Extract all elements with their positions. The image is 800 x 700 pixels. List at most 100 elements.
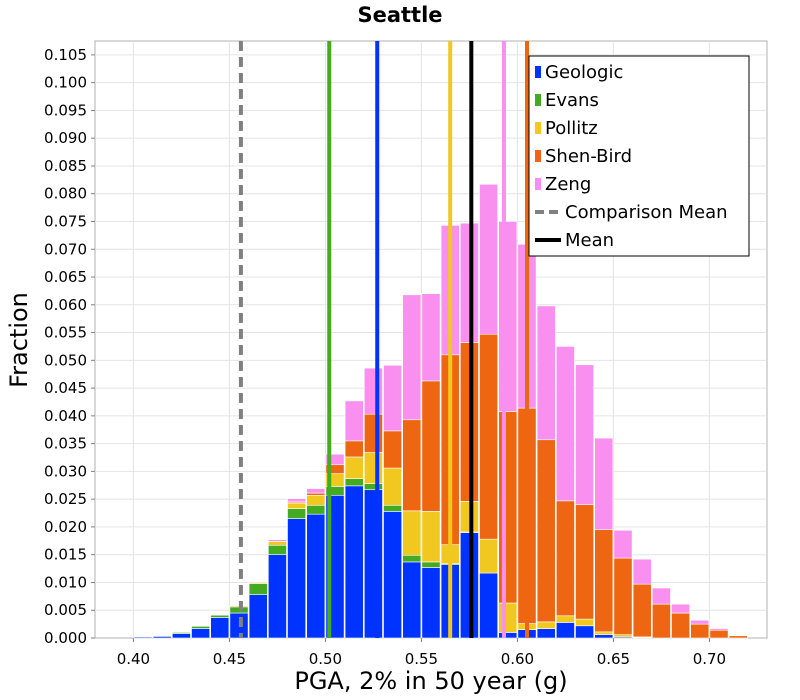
bar-geologic xyxy=(363,489,383,639)
y-axis-ticks: 0.000 0.005 0.010 0.015 0.020 0.025 0.030 0.035… xyxy=(44,46,95,647)
bar-zeng xyxy=(594,437,614,531)
bar-pollitz xyxy=(267,541,287,546)
legend-label-geologic: Geologic xyxy=(545,62,623,83)
bar-zeng xyxy=(632,558,652,585)
bar-shen-bird xyxy=(690,623,710,639)
bar-shen-bird xyxy=(479,333,499,540)
mean-lines xyxy=(238,41,529,638)
y-tick-label: 0.045 xyxy=(44,379,87,397)
bar-zeng xyxy=(690,619,710,625)
y-tick-label: 0.070 xyxy=(44,240,87,258)
y-tick-label: 0.095 xyxy=(44,101,87,119)
bar-zeng xyxy=(287,498,307,503)
y-tick-label: 0.065 xyxy=(44,268,87,286)
y-tick-label: 0.010 xyxy=(44,573,87,591)
bar-shen-bird xyxy=(671,612,691,639)
bar-shen-bird xyxy=(613,557,633,635)
bar-zeng xyxy=(555,346,575,502)
bar-pollitz xyxy=(344,456,364,479)
y-tick-label: 0.020 xyxy=(44,518,87,536)
bar-geologic xyxy=(383,511,403,639)
bar-evans xyxy=(344,478,364,487)
bar-zeng xyxy=(498,221,518,412)
bar-zeng xyxy=(325,453,345,466)
legend-label-comparison-mean: Comparison Mean xyxy=(565,202,728,223)
y-tick-label: 0.025 xyxy=(44,490,87,508)
bar-shen-bird xyxy=(575,504,595,620)
legend-label-zeng: Zeng xyxy=(545,174,591,195)
bar-evans xyxy=(152,635,172,637)
bar-geologic xyxy=(536,628,556,639)
bar-zeng xyxy=(402,294,422,421)
bar-shen-bird xyxy=(402,419,422,512)
x-tick-label: 0.65 xyxy=(597,650,630,668)
bar-shen-bird xyxy=(306,492,326,496)
bar-pollitz xyxy=(536,621,556,629)
y-tick-label: 0.055 xyxy=(44,324,87,342)
bar-shen-bird xyxy=(383,430,403,469)
y-tick-label: 0.000 xyxy=(44,629,87,647)
bar-pollitz xyxy=(287,502,307,509)
bar-evans xyxy=(363,483,383,491)
x-axis-title: PGA, 2% in 50 year (g) xyxy=(294,667,567,695)
bar-pollitz xyxy=(575,618,595,627)
bar-shen-bird xyxy=(709,629,729,639)
y-tick-label: 0.015 xyxy=(44,546,87,564)
bar-geologic xyxy=(575,625,595,639)
bar-geologic xyxy=(479,572,499,639)
bar-geologic xyxy=(344,485,364,639)
bar-pollitz xyxy=(383,467,403,506)
bar-evans xyxy=(210,614,230,618)
x-axis-ticks: 0.40 0.45 0.50 0.55 0.60 0.65 0.70 xyxy=(117,638,726,668)
bar-geologic xyxy=(191,628,211,639)
legend-swatch-shen-bird xyxy=(535,150,541,162)
legend-swatch-geologic xyxy=(535,66,541,78)
bar-shen-bird xyxy=(421,380,441,512)
legend: Geologic Evans Pollitz Shen-Bird Zeng Compari… xyxy=(528,55,750,257)
bar-geologic xyxy=(306,513,326,639)
bar-evans xyxy=(287,508,307,519)
y-tick-label: 0.005 xyxy=(44,601,87,619)
bar-pollitz xyxy=(555,615,575,623)
bar-evans xyxy=(421,561,441,568)
bar-evans xyxy=(383,504,403,512)
y-axis-title: Fraction xyxy=(5,292,33,388)
bar-shen-bird xyxy=(651,603,671,639)
bar-pollitz xyxy=(421,511,441,563)
bar-pollitz xyxy=(306,494,326,506)
bar-shen-bird xyxy=(728,635,748,639)
x-tick-label: 0.40 xyxy=(117,650,150,668)
bar-pollitz xyxy=(498,602,518,633)
bar-zeng xyxy=(575,364,595,506)
x-tick-label: 0.55 xyxy=(405,650,438,668)
bar-geologic xyxy=(594,634,614,639)
bar-evans xyxy=(133,636,153,638)
bar-zeng xyxy=(671,603,691,614)
y-tick-label: 0.060 xyxy=(44,296,87,314)
bar-geologic xyxy=(287,518,307,639)
bar-geologic xyxy=(498,632,518,639)
bar-zeng xyxy=(383,365,403,432)
bar-geologic xyxy=(402,561,422,639)
bar-zeng xyxy=(421,293,441,382)
legend-label-mean: Mean xyxy=(565,230,614,251)
legend-swatch-pollitz xyxy=(535,122,541,134)
bar-pollitz xyxy=(248,582,268,584)
bar-geologic xyxy=(172,633,191,639)
bar-zeng xyxy=(267,539,287,542)
bar-geologic xyxy=(421,567,441,639)
bar-geologic xyxy=(555,622,575,639)
bar-shen-bird xyxy=(344,440,364,458)
bar-zeng xyxy=(613,529,633,559)
bar-shen-bird xyxy=(632,583,652,638)
bar-evans xyxy=(248,583,268,595)
bar-evans xyxy=(267,544,287,555)
x-tick-label: 0.70 xyxy=(693,650,726,668)
legend-swatch-evans xyxy=(535,94,541,106)
bar-pollitz xyxy=(479,538,499,574)
x-tick-label: 0.50 xyxy=(309,650,342,668)
bar-shen-bird xyxy=(363,413,383,453)
bar-evans xyxy=(191,626,211,629)
bar-evans xyxy=(402,554,422,563)
